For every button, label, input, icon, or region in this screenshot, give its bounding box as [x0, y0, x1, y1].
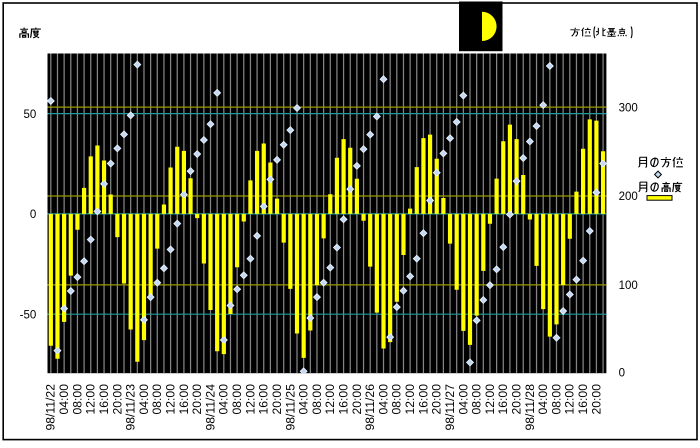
svg-text:98/11/26: 98/11/26 — [363, 384, 377, 431]
svg-text:08:00: 08:00 — [390, 384, 404, 415]
svg-text:12:00: 12:00 — [163, 384, 177, 415]
svg-text:16:00: 16:00 — [97, 384, 111, 415]
svg-text:20:00: 20:00 — [110, 384, 124, 415]
svg-text:04:00: 04:00 — [217, 384, 231, 415]
svg-text:0: 0 — [619, 367, 625, 379]
svg-text:12:00: 12:00 — [483, 384, 497, 415]
svg-text:12:00: 12:00 — [243, 384, 257, 415]
svg-text:98/11/28: 98/11/28 — [523, 384, 537, 431]
svg-text:20:00: 20:00 — [430, 384, 444, 415]
svg-text:04:00: 04:00 — [57, 384, 71, 415]
svg-text:04:00: 04:00 — [297, 384, 311, 415]
svg-text:16:00: 16:00 — [336, 384, 350, 415]
svg-text:20:00: 20:00 — [589, 384, 603, 415]
svg-text:12:00: 12:00 — [403, 384, 417, 415]
svg-text:12:00: 12:00 — [563, 384, 577, 415]
svg-text:20:00: 20:00 — [509, 384, 523, 415]
svg-text:98/11/23: 98/11/23 — [124, 384, 138, 431]
svg-text:-50: -50 — [20, 309, 37, 321]
svg-text:08:00: 08:00 — [70, 384, 84, 415]
svg-text:98/11/25: 98/11/25 — [283, 384, 297, 431]
svg-text:20:00: 20:00 — [190, 384, 204, 415]
svg-text:16:00: 16:00 — [496, 384, 510, 415]
svg-text:98/11/24: 98/11/24 — [203, 384, 217, 431]
svg-text:16:00: 16:00 — [257, 384, 271, 415]
svg-text:300: 300 — [619, 102, 638, 114]
svg-text:12:00: 12:00 — [323, 384, 337, 415]
svg-text:08:00: 08:00 — [230, 384, 244, 415]
svg-text:04:00: 04:00 — [456, 384, 470, 415]
svg-text:08:00: 08:00 — [470, 384, 484, 415]
svg-text:08:00: 08:00 — [150, 384, 164, 415]
svg-text:20:00: 20:00 — [270, 384, 284, 415]
svg-text:50: 50 — [24, 109, 37, 121]
svg-text:98/11/27: 98/11/27 — [443, 384, 457, 431]
svg-text:20:00: 20:00 — [350, 384, 364, 415]
svg-text:04:00: 04:00 — [376, 384, 390, 415]
svg-text:98/11/22: 98/11/22 — [44, 384, 58, 431]
svg-text:16:00: 16:00 — [177, 384, 191, 415]
svg-text:04:00: 04:00 — [137, 384, 151, 415]
svg-text:16:00: 16:00 — [576, 384, 590, 415]
svg-text:08:00: 08:00 — [549, 384, 563, 415]
svg-text:100: 100 — [619, 280, 638, 292]
svg-text:16:00: 16:00 — [416, 384, 430, 415]
svg-text:200: 200 — [619, 191, 638, 203]
svg-text:0: 0 — [30, 209, 36, 221]
svg-text:12:00: 12:00 — [84, 384, 98, 415]
svg-text:04:00: 04:00 — [536, 384, 550, 415]
svg-text:08:00: 08:00 — [310, 384, 324, 415]
